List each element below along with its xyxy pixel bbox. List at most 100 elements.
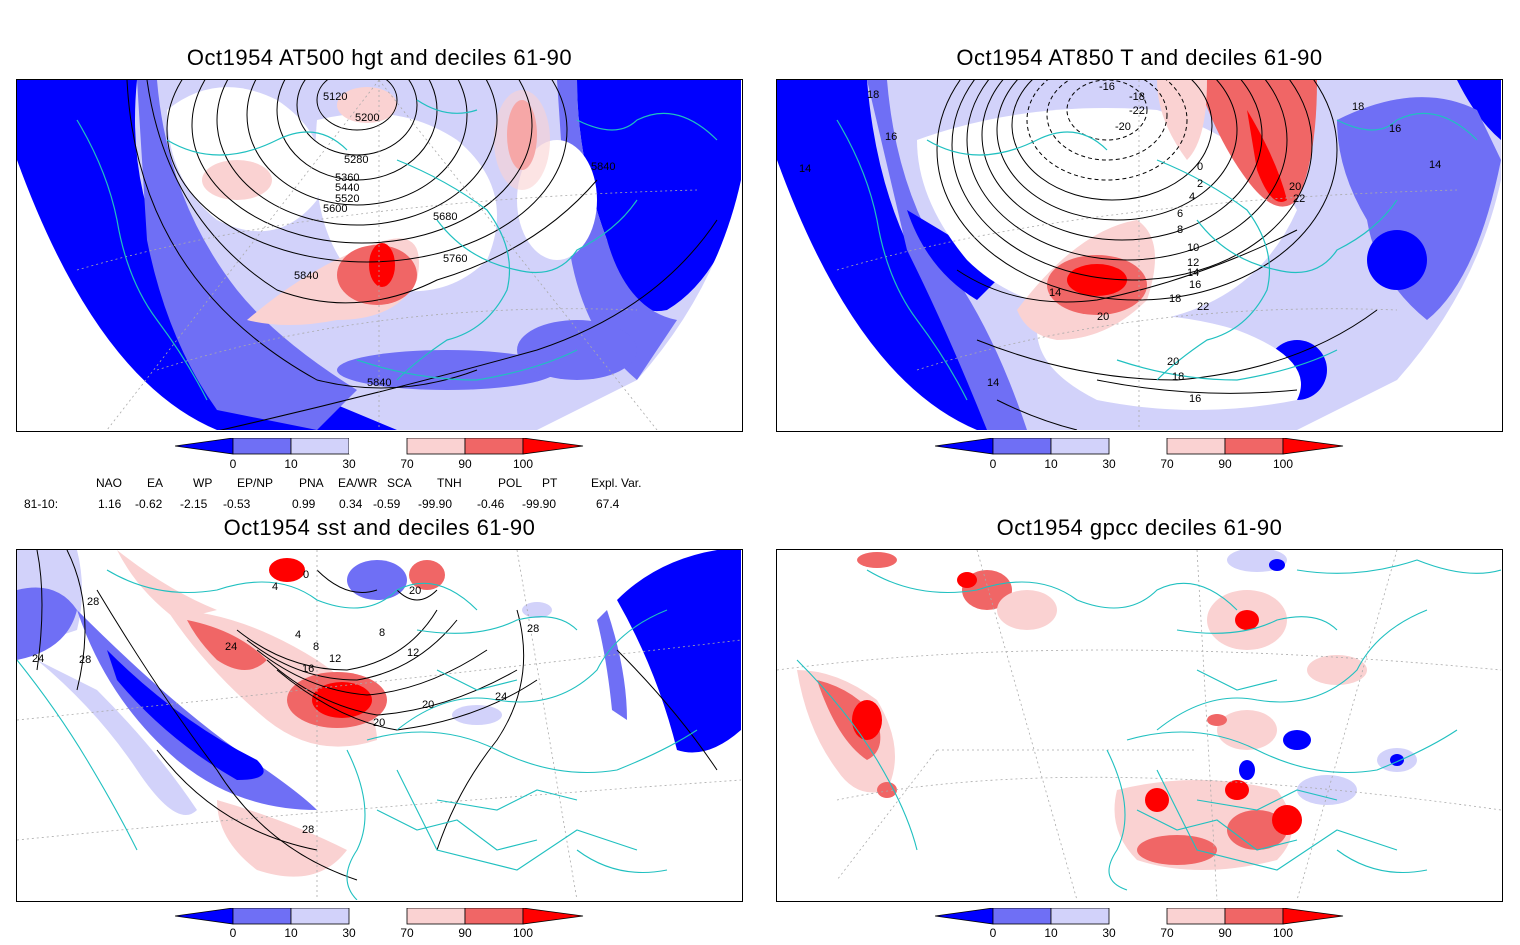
contour-label: 16 — [302, 663, 314, 675]
contour-label: 0 — [1197, 161, 1203, 173]
contour-label: 18 — [1352, 101, 1364, 113]
colorbar-t850: 0 10 30 70 90 100 — [934, 437, 1355, 478]
colorbar-tick: 100 — [1273, 926, 1293, 940]
index-value: 1.16 — [98, 497, 122, 511]
index-header: POL — [498, 476, 523, 490]
index-value: -0.53 — [223, 497, 251, 511]
colorbar-sst: 0 10 30 70 90 100 — [174, 907, 595, 940]
panel-title-hgt500: Oct1954 AT500 hgt and deciles 61-90 — [186, 45, 573, 70]
index-value: 0.34 — [339, 497, 363, 511]
contour-label: 2 — [1197, 178, 1203, 190]
contour-label: 4 — [272, 581, 278, 593]
contour-label: 8 — [313, 641, 319, 653]
contour-label: 10 — [1187, 242, 1199, 254]
colorbar-gpcc: 0 10 30 70 90 100 — [934, 907, 1355, 940]
contour-label: 5840 — [367, 377, 391, 389]
index-header: WP — [193, 476, 213, 490]
colorbar-tick: 90 — [458, 926, 472, 940]
contour-label: 28 — [87, 596, 99, 608]
contour-label: 16 — [1189, 393, 1201, 405]
colorbar-tick: 100 — [1273, 457, 1293, 471]
contour-label: 14 — [1049, 287, 1061, 299]
contour-label: 24 — [225, 641, 237, 653]
contour-label: -16 — [1099, 81, 1115, 93]
contour-label: 20 — [409, 585, 421, 597]
index-header: EA/WR — [338, 476, 378, 490]
index-value: -2.15 — [180, 497, 208, 511]
contour-label: 20 — [1167, 356, 1179, 368]
contour-label: 0 — [303, 569, 309, 581]
contour-label: 16 — [885, 131, 897, 143]
index-value: -99.90 — [522, 497, 557, 511]
contour-label: 14 — [799, 163, 811, 175]
contour-label: 5760 — [443, 253, 467, 265]
map-panel-sst: 28 24 28 28 24 4 8 12 16 20 20 24 28 0 4… — [16, 549, 743, 902]
index-header: EA — [147, 476, 164, 490]
map-panel-t850: 18 16 14 -16 -18 -22 -20 0 2 4 6 8 10 12… — [776, 79, 1503, 432]
contour-label: 5680 — [433, 211, 457, 223]
contour-label: 14 — [1429, 159, 1441, 171]
map-panel-gpcc — [776, 549, 1503, 902]
colorbar-tick: 70 — [1160, 457, 1174, 471]
contour-label: 4 — [295, 629, 301, 641]
colorbar-tick: 90 — [1218, 457, 1232, 471]
colorbar-tick: 10 — [1044, 926, 1058, 940]
contour-label: 5360 — [335, 172, 359, 184]
index-table-row: 81-10: 1.16 -0.62 -2.15 -0.53 0.99 0.34 … — [0, 497, 760, 513]
index-header: TNH — [437, 476, 462, 490]
contour-label: 22 — [1197, 301, 1209, 313]
panel-title-gpcc: Oct1954 gpcc deciles 61-90 — [996, 515, 1283, 540]
contour-label: 8 — [379, 627, 385, 639]
colorbar-tick: 30 — [1102, 457, 1116, 471]
panel-title-t850: Oct1954 AT850 T and deciles 61-90 — [956, 45, 1323, 70]
contour-label: 6 — [1177, 208, 1183, 220]
contour-label: 28 — [302, 824, 314, 836]
colorbar-tick: 0 — [230, 926, 237, 940]
contour-label: 22 — [1293, 193, 1305, 205]
index-value: -0.46 — [477, 497, 505, 511]
colorbar-tick: 0 — [230, 457, 237, 471]
contour-label: 28 — [79, 654, 91, 666]
index-header: SCA — [387, 476, 412, 490]
contour-label: 20 — [1097, 311, 1109, 323]
colorbar-tick: 0 — [990, 926, 997, 940]
contour-label: 8 — [1177, 224, 1183, 236]
index-table-header: NAO EA WP EP/NP PNA EA/WR SCA TNH POL PT… — [0, 476, 760, 492]
colorbar-tick: 70 — [1160, 926, 1174, 940]
contour-label: 16 — [1189, 279, 1201, 291]
colorbar-tick: 10 — [1044, 457, 1058, 471]
contour-label: 20 — [373, 717, 385, 729]
colorbar-tick: 90 — [458, 457, 472, 471]
contour-label: 20 — [1289, 181, 1301, 193]
contour-label: 18 — [1169, 293, 1181, 305]
contour-label: 5200 — [355, 112, 379, 124]
panel-title-sst: Oct1954 sst and deciles 61-90 — [223, 515, 536, 540]
index-value: -0.59 — [373, 497, 401, 511]
contour-label: 24 — [495, 691, 507, 703]
contour-label: 18 — [867, 89, 879, 101]
colorbar-tick: 0 — [990, 457, 997, 471]
contour-label: 12 — [1187, 257, 1199, 269]
contour-label: 28 — [527, 623, 539, 635]
contour-label: 24 — [32, 653, 44, 665]
contour-label: 5520 — [335, 193, 359, 205]
contour-label: 5600 — [323, 203, 347, 215]
contour-label: 20 — [422, 699, 434, 711]
contour-label: 5840 — [294, 270, 318, 282]
colorbar-tick: 30 — [342, 457, 356, 471]
colorbar-tick: 30 — [1102, 926, 1116, 940]
colorbar-tick: 100 — [513, 926, 533, 940]
contour-label: 5840 — [591, 161, 615, 173]
index-header: Expl. Var. — [591, 476, 642, 490]
contour-label: -22 — [1129, 105, 1145, 117]
colorbar-tick: 10 — [284, 457, 298, 471]
index-header: PNA — [299, 476, 324, 490]
index-header: NAO — [96, 476, 123, 490]
colorbar-tick: 90 — [1218, 926, 1232, 940]
contour-label: 5280 — [344, 154, 368, 166]
colorbar-tick: 30 — [342, 926, 356, 940]
contour-label: 16 — [1389, 123, 1401, 135]
contour-label: 5120 — [323, 91, 347, 103]
contour-label: 12 — [407, 647, 419, 659]
contour-label: 12 — [329, 653, 341, 665]
